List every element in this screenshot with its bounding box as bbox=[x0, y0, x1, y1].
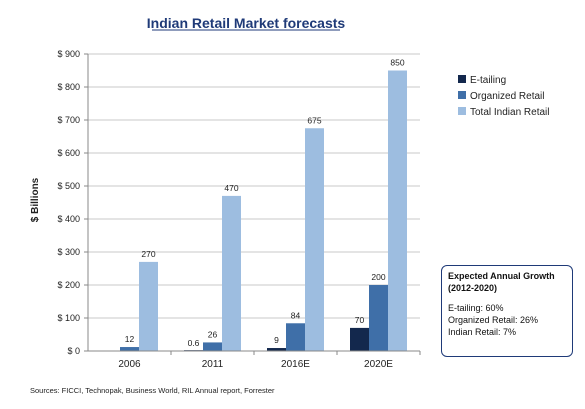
chart-title: Indian Retail Market forecasts bbox=[147, 15, 346, 31]
bar bbox=[369, 285, 388, 351]
y-tick-label: $ 700 bbox=[57, 115, 80, 125]
data-label: 26 bbox=[208, 329, 218, 339]
bar bbox=[350, 327, 369, 351]
bar bbox=[286, 323, 305, 351]
data-label: 675 bbox=[307, 115, 321, 125]
growth-box-subtitle: (2012-2020) bbox=[448, 283, 498, 293]
data-label: 470 bbox=[224, 183, 238, 193]
data-label: 9 bbox=[274, 335, 279, 345]
data-label: 200 bbox=[371, 272, 385, 282]
data-labels: 12 270 0.6 26 470 9 84 675 70 200 850 bbox=[125, 58, 405, 348]
y-tick-label: $ 200 bbox=[57, 280, 80, 290]
y-tick-label: $ 500 bbox=[57, 181, 80, 191]
bar bbox=[222, 195, 241, 351]
bar bbox=[305, 128, 324, 351]
data-label: 850 bbox=[390, 58, 404, 68]
growth-callout-box: Expected Annual Growth (2012-2020) E-tai… bbox=[441, 265, 573, 357]
growth-line-indian: Indian Retail: 7% bbox=[448, 327, 517, 337]
growth-line-organized: Organized Retail: 26% bbox=[448, 315, 539, 325]
y-tick-label: $ 0 bbox=[67, 346, 80, 356]
bar bbox=[139, 261, 158, 351]
legend-swatch bbox=[458, 75, 466, 83]
sources-note: Sources: FICCI, Technopak, Business Worl… bbox=[30, 386, 275, 395]
y-tick-label: $ 400 bbox=[57, 214, 80, 224]
x-category-label: 2016E bbox=[281, 359, 310, 370]
bar bbox=[203, 342, 222, 351]
x-category-label: 2020E bbox=[364, 359, 393, 370]
bars bbox=[120, 70, 407, 351]
y-tick-label: $ 900 bbox=[57, 49, 80, 59]
legend-entry: Total Indian Retail bbox=[470, 107, 550, 118]
data-label: 270 bbox=[141, 249, 155, 259]
x-category-label: 2011 bbox=[202, 359, 224, 370]
growth-box-title: Expected Annual Growth bbox=[448, 271, 555, 281]
y-axis-ticks: $ 0 $ 100 $ 200 $ 300 $ 400 $ 500 $ 600 $ 700 $ … bbox=[57, 49, 88, 356]
y-tick-label: $ 600 bbox=[57, 148, 80, 158]
x-category-label: 2006 bbox=[118, 359, 141, 370]
legend-swatch bbox=[458, 107, 466, 115]
bar bbox=[267, 348, 286, 351]
data-label: 0.6 bbox=[188, 338, 200, 348]
legend-swatch bbox=[458, 91, 466, 99]
bar bbox=[388, 70, 407, 351]
y-axis-label: $ Billions bbox=[30, 177, 41, 222]
y-tick-label: $ 800 bbox=[57, 82, 80, 92]
data-label: 70 bbox=[355, 315, 365, 325]
data-label: 12 bbox=[125, 334, 135, 344]
y-tick-label: $ 100 bbox=[57, 313, 80, 323]
legend-entry: Organized Retail bbox=[470, 91, 544, 102]
x-axis-categories: 2006 2011 2016E 2020E bbox=[118, 351, 421, 370]
bar bbox=[120, 347, 139, 351]
data-label: 84 bbox=[291, 310, 301, 320]
legend-entry: E-tailing bbox=[470, 75, 506, 86]
gridlines bbox=[88, 53, 420, 319]
y-tick-label: $ 300 bbox=[57, 247, 80, 257]
legend: E-tailing Organized Retail Total Indian Re… bbox=[458, 75, 550, 118]
growth-line-etailing: E-tailing: 60% bbox=[448, 303, 504, 313]
